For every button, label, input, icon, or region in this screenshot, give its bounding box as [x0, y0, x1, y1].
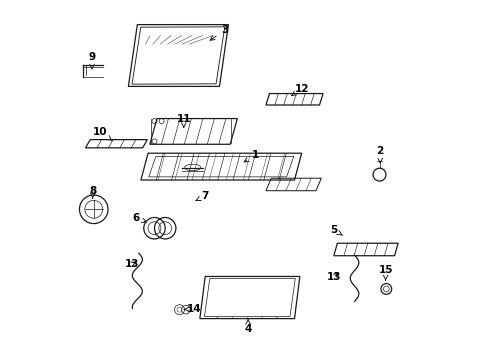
- Text: 2: 2: [376, 147, 383, 163]
- Text: 12: 12: [291, 84, 308, 96]
- Text: 13: 13: [124, 259, 139, 269]
- Text: 11: 11: [176, 114, 191, 127]
- Text: 4: 4: [244, 319, 251, 334]
- Text: 5: 5: [329, 225, 342, 235]
- Text: 14: 14: [184, 304, 202, 314]
- Text: 6: 6: [132, 212, 146, 222]
- Text: 10: 10: [92, 127, 112, 140]
- Text: 7: 7: [196, 191, 208, 201]
- Text: 9: 9: [88, 52, 95, 69]
- Text: 8: 8: [89, 186, 96, 198]
- Text: 15: 15: [378, 265, 392, 280]
- Text: 3: 3: [210, 25, 228, 40]
- Text: 13: 13: [326, 272, 340, 282]
- Text: 1: 1: [244, 150, 258, 162]
